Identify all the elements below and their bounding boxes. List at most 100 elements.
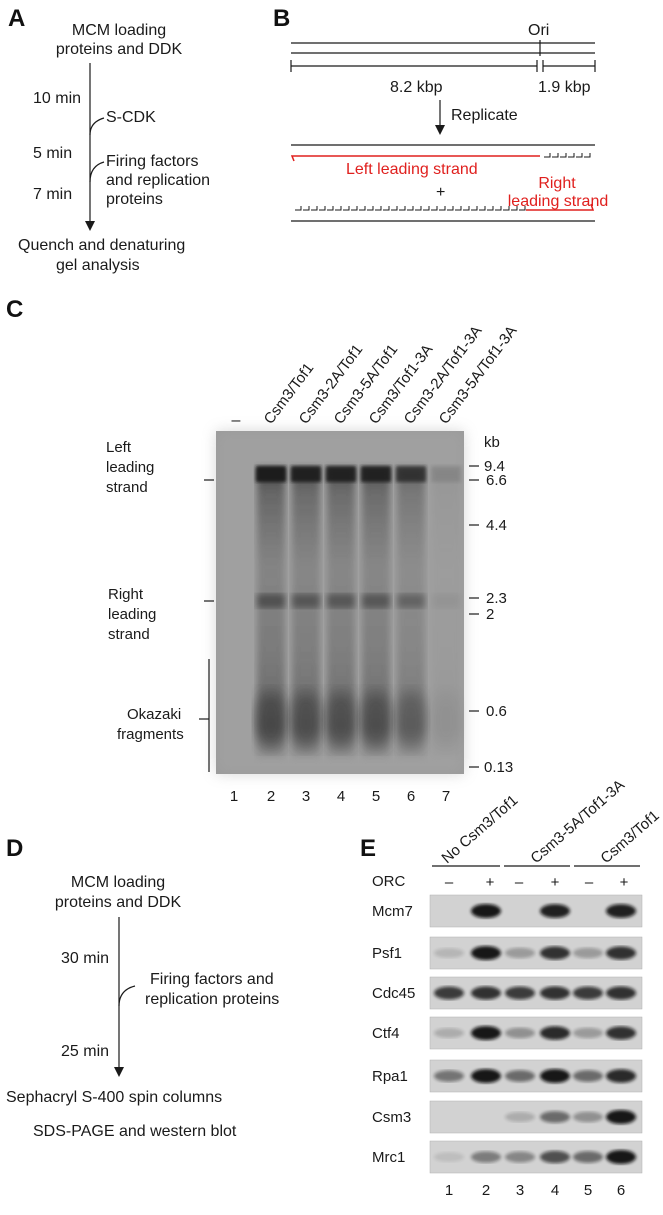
blot-lane-number-1: 1 [445, 1182, 453, 1199]
gel-band-left-leading [291, 466, 321, 482]
right-leading-label-line2: leading strand [508, 193, 609, 210]
gel-lane-number-2: 2 [267, 788, 275, 805]
okazaki-marks-product1 [544, 153, 591, 158]
blot-lane-number-2: 2 [482, 1182, 490, 1199]
panel-a-time-3: 7 min [33, 186, 72, 203]
panel-a-time-1: 10 min [33, 90, 81, 107]
right-leading-strand-line [526, 203, 595, 211]
blot-band [540, 946, 570, 960]
blot-band [505, 986, 535, 1000]
panel-c-label: C [6, 296, 23, 323]
blot-band [573, 1027, 603, 1039]
blot-band [540, 1069, 570, 1083]
panel-b: B Ori 8.2 kbp 1.9 kbp Replicate Left lea… [273, 5, 609, 222]
marker-2: 2 [486, 606, 494, 623]
western-blot: Mcm7 Psf1 Cdc45 Ctf4 Rpa1 Csm3 Mrc1 [372, 894, 643, 1174]
panel-a-label: A [8, 5, 25, 32]
okazaki-fragment-mark [367, 206, 374, 211]
blot-band [573, 1111, 603, 1123]
panel-a-add-2-line3: proteins [106, 191, 163, 208]
panel-d-add-line2: replication proteins [145, 991, 279, 1008]
gel-band-right-leading [327, 594, 355, 608]
marker-0.6: 0.6 [486, 703, 507, 720]
panel-a-start-line2: proteins and DDK [56, 41, 183, 58]
protein-label-cdc45: Cdc45 [372, 985, 415, 1002]
blot-band [434, 986, 464, 1000]
blot-band [606, 986, 636, 1000]
blot-band [471, 1151, 501, 1163]
okazaki-fragment-mark [463, 206, 470, 211]
okazaki-fragment-mark [431, 206, 438, 211]
panel-a-add-1: S-CDK [106, 109, 156, 126]
protein-label-psf1: Psf1 [372, 945, 402, 962]
panel-a-end-line2: gel analysis [56, 257, 140, 274]
panel-a-add-2-line2: and replication [106, 172, 210, 189]
okazaki-fragment-mark [552, 153, 559, 158]
blot-band [573, 1070, 603, 1082]
panel-a-end-line1: Quench and denaturing [18, 237, 185, 254]
left-leading-text-2: leading [106, 459, 154, 476]
gel-lane-number-3: 3 [302, 788, 310, 805]
gel-band-left-leading [326, 466, 356, 482]
panel-a-start-line1: MCM loading [72, 22, 166, 39]
gel-band-left-leading [256, 466, 286, 482]
left-leading-label: Left leading strand [346, 161, 478, 178]
gel-lane-number-4: 4 [337, 788, 345, 805]
blot-band [471, 1026, 501, 1040]
gel-band-left-leading [361, 466, 391, 482]
okazaki-fragment-mark [560, 153, 567, 158]
blot-band [434, 1028, 464, 1038]
panel-c: C – Csm3/Tof1 Csm3-2A/Tof1 Csm3-5A/Tof1 … [6, 296, 520, 805]
blot-band [540, 1111, 570, 1123]
orc-state-6: + [620, 874, 629, 891]
okazaki-fragment-mark [495, 206, 502, 211]
blot-band [573, 986, 603, 1000]
group-label-3: Csm3/Tof1 [597, 807, 662, 867]
okazaki-fragment-mark [455, 206, 462, 211]
blot-band [606, 1110, 636, 1124]
blot-band [540, 904, 570, 918]
gel-okazaki-smear [430, 690, 462, 750]
panel-d-time-1: 30 min [61, 950, 109, 967]
okazaki-fragment-mark [544, 153, 551, 158]
gel-band-right-leading [432, 594, 460, 608]
protein-label-rpa1: Rpa1 [372, 1068, 408, 1085]
panel-d-add-line1: Firing factors and [150, 971, 274, 988]
okazaki-fragment-mark [511, 206, 518, 211]
right-leading-text-1: Right [108, 586, 144, 603]
panel-a-time-2: 5 min [33, 145, 72, 162]
protein-label-ctf4: Ctf4 [372, 1025, 400, 1042]
panel-e: E No Csm3/Tof1 Csm3-5A/Tof1-3A Csm3/Tof1… [360, 777, 663, 1199]
blot-lane-number-6: 6 [617, 1182, 625, 1199]
okazaki-fragment-mark [391, 206, 398, 211]
gel-lane-number-7: 7 [442, 788, 450, 805]
okazaki-fragment-mark [351, 206, 358, 211]
panel-d-start-line2: proteins and DDK [55, 894, 182, 911]
panel-a-add-2-line1: Firing factors [106, 153, 198, 170]
okazaki-text-1: Okazaki [127, 706, 181, 723]
right-leading-label-line1: Right [538, 175, 576, 192]
orc-state-4: + [551, 874, 560, 891]
blot-band [573, 1151, 603, 1163]
gel-lane-number-5: 5 [372, 788, 380, 805]
protein-label-csm3: Csm3 [372, 1109, 411, 1126]
left-leading-text-3: strand [106, 479, 148, 496]
panel-d-end-line1: Sephacryl S-400 spin columns [6, 1089, 222, 1106]
gel-band-left-leading [431, 466, 461, 482]
left-leading-text-1: Left [106, 439, 132, 456]
blot-lane-number-5: 5 [584, 1182, 592, 1199]
blot-band [606, 946, 636, 960]
panel-e-label: E [360, 835, 376, 862]
left-length-label: 8.2 kbp [390, 79, 443, 96]
okazaki-fragment-mark [487, 206, 494, 211]
kb-label: kb [484, 434, 500, 451]
okazaki-fragment-mark [503, 206, 510, 211]
gel-okazaki-smear [360, 690, 392, 750]
okazaki-fragment-mark [319, 206, 326, 211]
blot-band [505, 1112, 535, 1122]
okazaki-fragment-mark [471, 206, 478, 211]
blot-band [505, 1151, 535, 1163]
blot-band [471, 1069, 501, 1083]
gel-band-right-leading [292, 594, 320, 608]
